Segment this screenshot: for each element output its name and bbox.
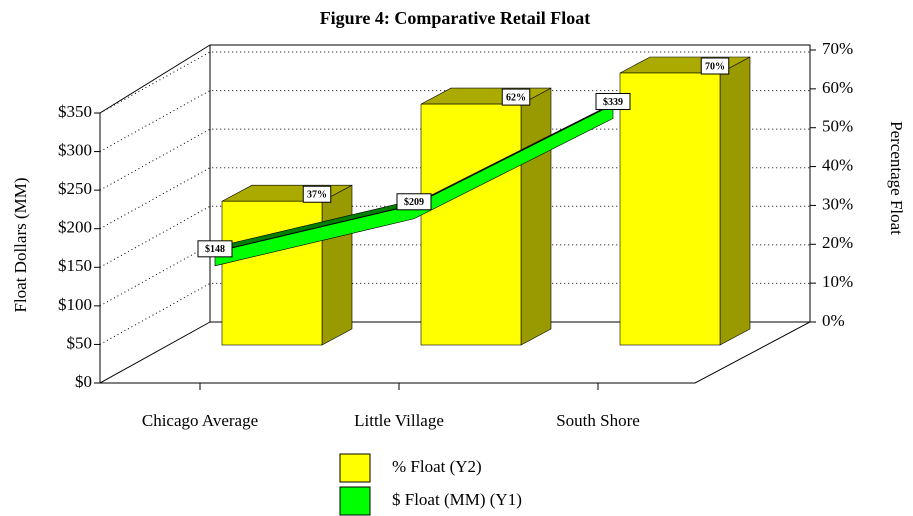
value-label-box	[595, 92, 631, 110]
y-tick-label: $300	[58, 140, 92, 159]
bar-side	[719, 56, 751, 346]
y-tick-label: $100	[58, 295, 92, 314]
value-label-box	[396, 193, 432, 211]
value-label: $148	[205, 244, 225, 255]
y-tick-label: $50	[67, 333, 93, 352]
y2-tick-label: 70%	[822, 39, 853, 58]
y2-tick-label: 40%	[822, 155, 853, 174]
bar-side	[321, 184, 353, 346]
bar-side	[520, 87, 552, 346]
y2-tick-label: 10%	[822, 272, 853, 291]
chart-title: Figure 4: Comparative Retail Float	[320, 8, 591, 28]
legend-label: % Float (Y2)	[392, 457, 482, 476]
bar	[619, 72, 721, 346]
y2-tick-label: 60%	[822, 78, 853, 97]
y2-tick-label: 20%	[822, 233, 853, 252]
value-label: $209	[404, 197, 424, 208]
value-label-box	[302, 185, 332, 203]
value-label-box	[700, 57, 730, 75]
y2-tick-label: 0%	[822, 311, 845, 330]
x-tick-label: Little Village	[354, 411, 444, 430]
y2-axis-title: Percentage Float	[887, 121, 906, 235]
frame	[99, 44, 811, 384]
y-tick-label: $150	[58, 256, 92, 275]
value-label: $339	[603, 97, 623, 108]
y-axis-title: Float Dollars (MM)	[11, 177, 30, 312]
x-tick-label: Chicago Average	[142, 411, 258, 430]
legend-swatch	[339, 486, 371, 516]
bar	[420, 103, 522, 346]
y-tick-label: $250	[58, 179, 92, 198]
legend-label: $ Float (MM) (Y1)	[392, 490, 522, 509]
value-label-box	[501, 88, 531, 106]
value-label: 37%	[307, 190, 327, 201]
bar	[221, 200, 323, 346]
y-tick-label: $200	[58, 218, 92, 237]
x-tick-label: South Shore	[556, 411, 640, 430]
y-tick-label: $350	[58, 102, 92, 121]
value-label-box	[197, 240, 233, 258]
value-label: 70%	[705, 61, 725, 72]
value-label: 62%	[506, 92, 526, 103]
y-tick-label: $0	[75, 372, 92, 391]
legend-swatch	[339, 453, 371, 483]
y2-tick-label: 50%	[822, 117, 853, 136]
y2-tick-label: 30%	[822, 194, 853, 213]
